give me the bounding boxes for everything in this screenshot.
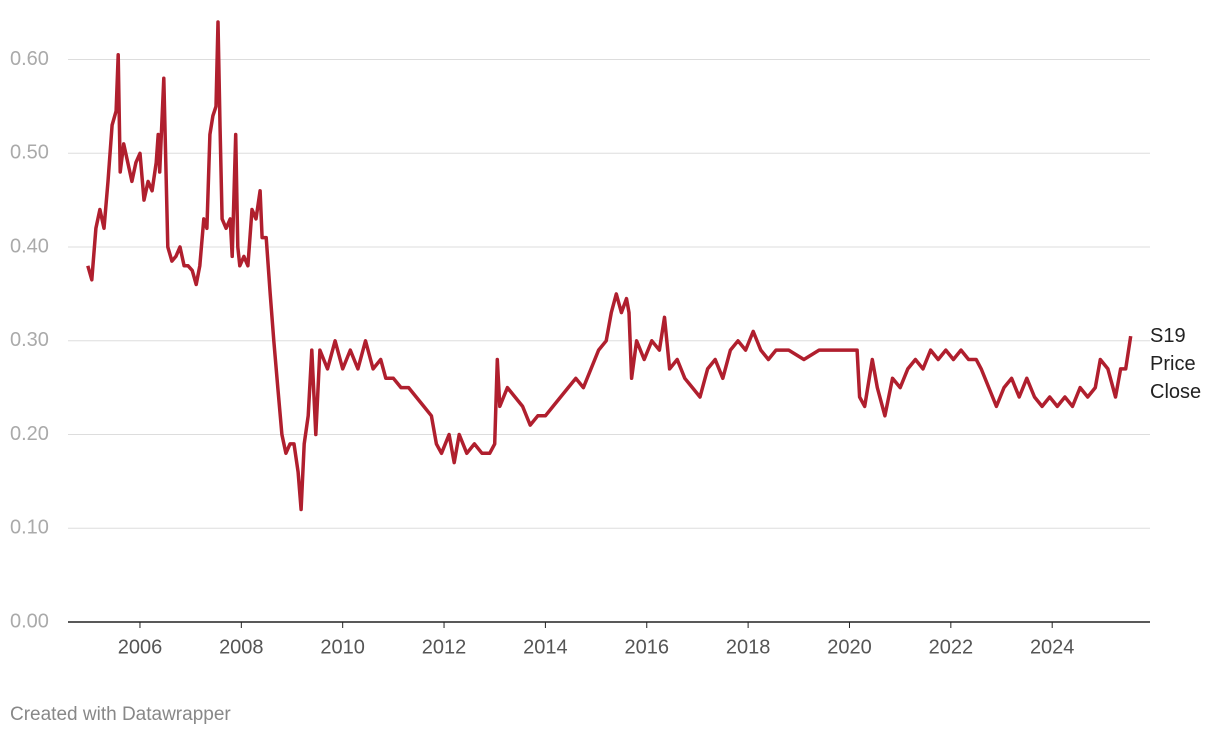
x-tick-label: 2020 [827, 636, 872, 658]
y-tick-label: 0.00 [10, 610, 49, 632]
x-tick-label: 2024 [1030, 636, 1075, 658]
y-tick-label: 0.10 [10, 517, 49, 539]
line [86, 20, 1133, 512]
y-tick-label: 0.50 [10, 142, 49, 164]
credit: Created with Datawrapper [10, 704, 231, 725]
x-tick-label: 2008 [219, 636, 264, 658]
x-tick-label: 2016 [625, 636, 670, 658]
x-tick-label: 2014 [523, 636, 568, 658]
x-tick-label: 2006 [118, 636, 163, 658]
x-tick-label: 2012 [422, 636, 467, 658]
y-tick-label: 0.20 [10, 423, 49, 445]
y-tick-label: 0.40 [10, 235, 49, 257]
y-tick-label: 0.30 [10, 329, 49, 351]
series-label: S19 Price Close [1150, 325, 1202, 403]
x-tick-label: 2010 [320, 636, 365, 658]
y-tick-label: 0.60 [10, 48, 49, 70]
x-tick-label: 2022 [929, 636, 974, 658]
x-tick-label: 2018 [726, 636, 771, 658]
